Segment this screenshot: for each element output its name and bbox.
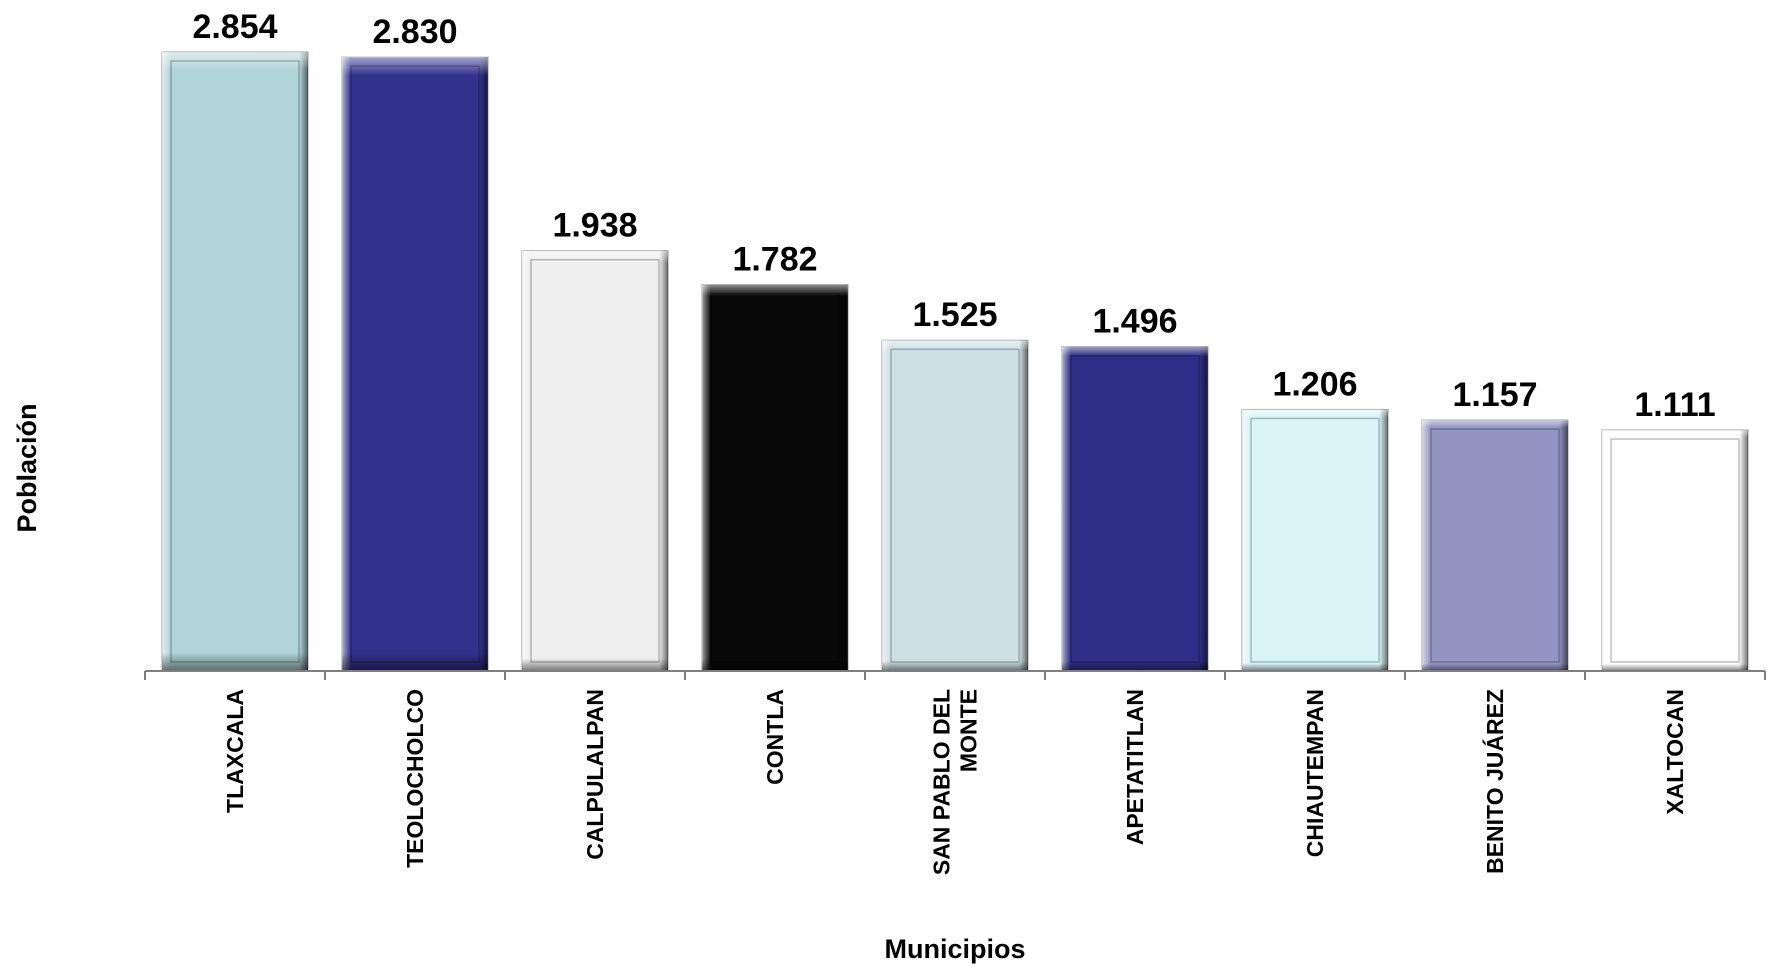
bar	[1061, 346, 1209, 672]
value-label: 1.782	[732, 241, 817, 279]
category-label: TLAXCALA	[222, 689, 248, 813]
value-label: 1.525	[912, 296, 997, 334]
category-label: CONTLA	[762, 689, 788, 785]
x-axis-title: Municipios	[885, 934, 1026, 964]
bar	[1421, 419, 1569, 672]
bar	[881, 339, 1029, 672]
bar	[161, 51, 309, 672]
bar	[1601, 429, 1749, 672]
value-label: 1.496	[1092, 303, 1177, 341]
category-label: XALTOCAN	[1662, 689, 1688, 815]
category-label: SAN PABLO DELMONTE	[929, 689, 982, 875]
value-label: 2.830	[372, 13, 457, 51]
bar	[1241, 408, 1389, 672]
value-label: 1.938	[552, 207, 637, 245]
y-axis-title: Población	[12, 403, 42, 532]
category-labels-group: TLAXCALA TEOLOCHOLCO CALPULALPAN CONTLA SAN …	[222, 689, 1688, 875]
bar	[521, 250, 669, 672]
bar	[341, 56, 489, 672]
category-label: TEOLOCHOLCO	[402, 689, 428, 868]
value-label: 1.157	[1452, 376, 1537, 414]
bar	[701, 284, 849, 672]
x-axis-ticks	[144, 671, 1766, 680]
value-label: 1.206	[1272, 365, 1357, 403]
category-label: APETATITLAN	[1122, 689, 1148, 845]
category-label: CALPULALPAN	[582, 689, 608, 860]
category-label: CHIAUTEMPAN	[1302, 689, 1328, 857]
value-label: 1.111	[1634, 386, 1715, 424]
value-labels-group: 2.854 2.830 1.938 1.782 1.525 1.496 1.206 1.157…	[192, 8, 1715, 424]
bars-group	[161, 51, 1749, 672]
value-label: 2.854	[192, 8, 277, 46]
category-label: BENITO JUÁREZ	[1481, 689, 1508, 874]
